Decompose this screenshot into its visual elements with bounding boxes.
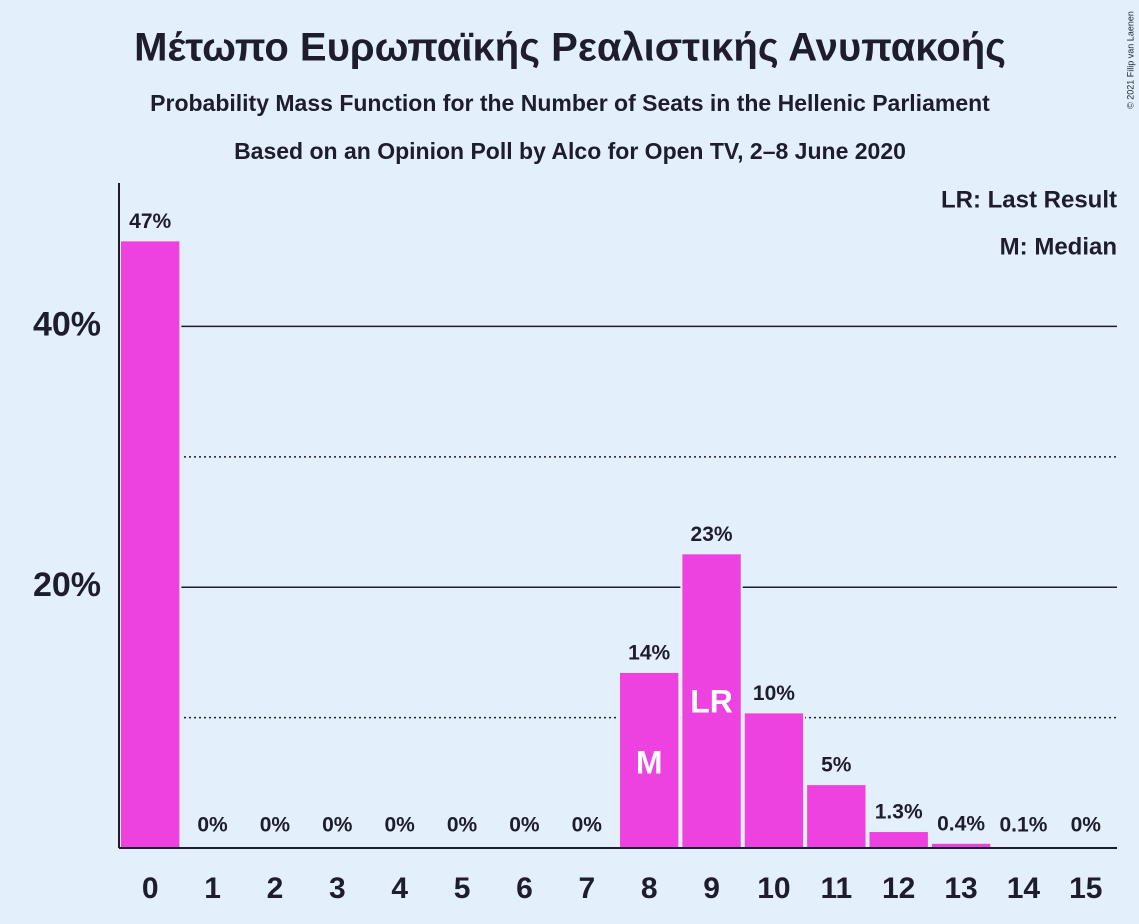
x-tick-label: 12 — [882, 872, 915, 905]
value-label: 14% — [628, 642, 670, 665]
x-tick-label: 11 — [820, 872, 852, 905]
copyright: © 2021 Filip van Laenen — [1125, 11, 1135, 109]
legend-entry: M: Median — [1000, 233, 1117, 260]
x-tick-label: 10 — [757, 872, 790, 905]
value-label: 0% — [447, 814, 478, 837]
value-label: 0% — [572, 814, 603, 837]
value-label: 0% — [509, 814, 540, 837]
x-tick-label: 5 — [454, 872, 471, 905]
bar-marker: M — [636, 744, 663, 780]
value-label: 1.3% — [875, 801, 923, 824]
x-tick-label: 6 — [516, 872, 533, 905]
value-label: 0% — [197, 814, 228, 837]
value-label: 10% — [753, 682, 795, 705]
bar — [680, 552, 743, 849]
bar — [805, 783, 868, 850]
x-tick-label: 0 — [142, 872, 159, 905]
value-label: 47% — [129, 210, 171, 233]
x-tick-label: 3 — [329, 872, 346, 905]
x-tick-label: 14 — [1007, 872, 1041, 905]
value-label: 0.1% — [1000, 814, 1048, 837]
legend-entry: LR: Last Result — [941, 186, 1117, 213]
bar — [618, 670, 681, 849]
x-tick-label: 1 — [204, 872, 221, 905]
x-tick-label: 2 — [267, 872, 284, 905]
bar — [742, 711, 806, 849]
y-tick-label: 20% — [33, 566, 101, 604]
x-tick-label: 4 — [391, 872, 408, 905]
x-tick-label: 7 — [578, 872, 595, 905]
value-label: 23% — [691, 523, 733, 546]
chart-subtitle: Probability Mass Function for the Number… — [150, 90, 990, 116]
value-label: 0.4% — [937, 812, 985, 835]
y-tick-label: 40% — [33, 305, 101, 343]
bar — [119, 239, 182, 849]
value-label: 5% — [821, 754, 852, 777]
x-tick-label: 15 — [1069, 872, 1102, 905]
bar — [867, 830, 930, 849]
chart-title: Μέτωπο Ευρωπαϊκής Ρεαλιστικής Ανυπακοής — [134, 26, 1006, 70]
bar-marker: LR — [690, 683, 733, 719]
value-label: 0% — [322, 814, 353, 837]
x-tick-label: 13 — [944, 872, 977, 905]
x-tick-label: 9 — [703, 872, 720, 905]
chart-subtitle: Based on an Opinion Poll by Alco for Ope… — [234, 138, 906, 164]
value-label: 0% — [385, 814, 416, 837]
value-label: 0% — [1071, 814, 1102, 837]
x-tick-label: 8 — [641, 872, 658, 905]
value-label: 0% — [260, 814, 291, 837]
